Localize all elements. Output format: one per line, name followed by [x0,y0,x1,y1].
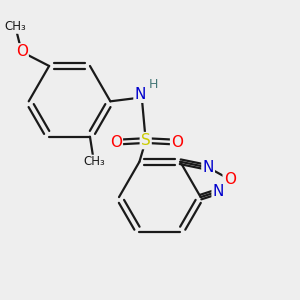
Text: N: N [213,184,224,199]
Text: O: O [110,135,122,150]
Text: methoxy: methoxy [12,23,19,24]
Text: CH₃: CH₃ [83,155,105,168]
Text: H: H [149,78,158,91]
Text: S: S [141,133,151,148]
Text: O: O [171,135,183,150]
Text: O: O [16,44,28,59]
Text: N: N [202,160,214,175]
Text: CH₃: CH₃ [4,20,26,33]
Text: O: O [224,172,236,187]
Text: N: N [134,87,146,102]
